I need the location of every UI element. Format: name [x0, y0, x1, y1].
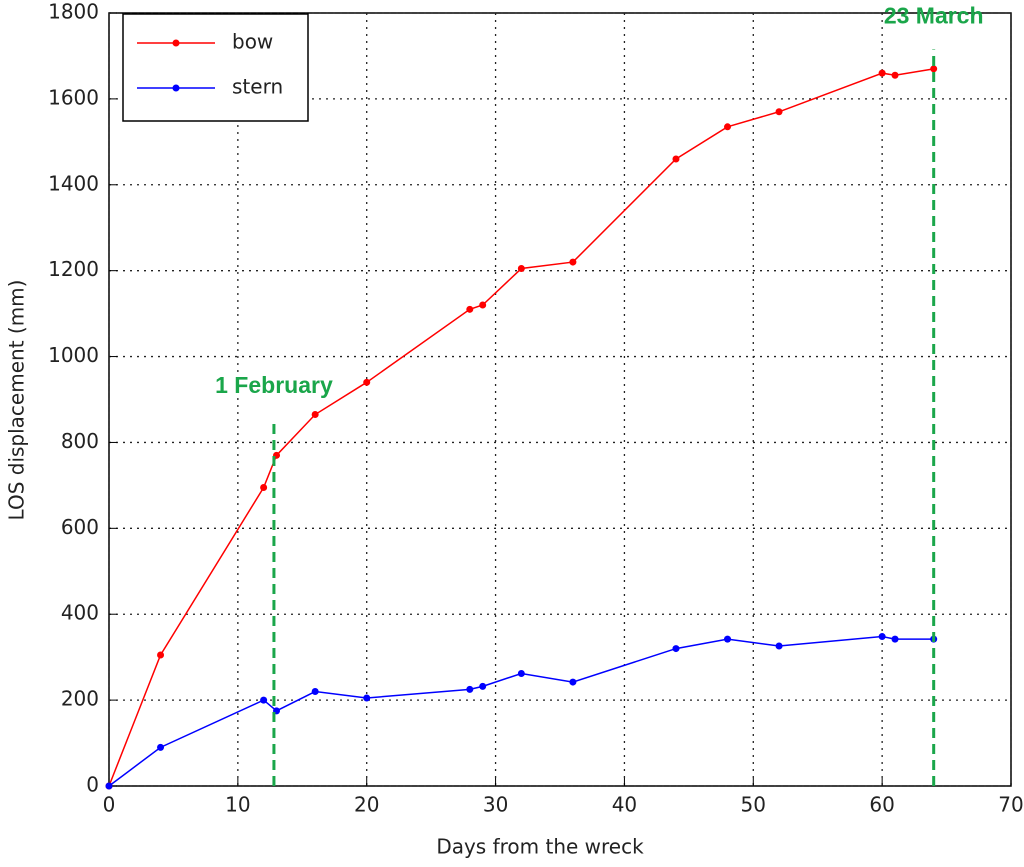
x-tick-label: 10: [225, 793, 250, 817]
y-axis-label: LOS displacement (mm): [5, 280, 29, 521]
plot-frame: [108, 12, 1012, 787]
x-tick-label: 0: [103, 793, 116, 817]
data-point: [672, 155, 680, 163]
x-axis-label: Days from the wreck: [436, 835, 644, 859]
x-tick-label: 20: [354, 793, 379, 817]
data-point: [157, 743, 165, 751]
data-point: [260, 484, 268, 492]
x-tick-label: 30: [483, 793, 508, 817]
legend-label: bow: [232, 30, 273, 54]
y-tick-label: 800: [61, 429, 99, 453]
data-point: [466, 685, 474, 693]
data-point: [363, 378, 371, 386]
data-point: [724, 635, 732, 643]
annotation-label: 23 March: [884, 3, 984, 29]
x-tick-label: 60: [869, 793, 894, 817]
data-point: [672, 645, 680, 653]
data-point: [260, 696, 268, 704]
series-line: [108, 635, 934, 787]
legend-label: stern: [232, 75, 283, 99]
x-tick-label: 70: [998, 793, 1023, 817]
data-point: [724, 123, 732, 131]
data-point: [479, 682, 487, 690]
data-point: [479, 301, 487, 309]
y-tick-label: 1600: [48, 85, 99, 109]
y-tick-label: 600: [61, 515, 99, 539]
data-point: [891, 635, 899, 643]
annotation-label: 1 February: [215, 372, 333, 398]
y-tick-label: 1400: [48, 171, 99, 195]
y-tick-label: 400: [61, 601, 99, 625]
data-point: [775, 108, 783, 116]
x-tick-label: 40: [612, 793, 637, 817]
data-point: [311, 688, 319, 696]
y-tick-label: 1000: [48, 343, 99, 367]
data-point: [157, 651, 165, 659]
y-tick-label: 0: [86, 773, 99, 797]
legend-marker: [172, 84, 180, 92]
x-tick-label: 50: [741, 793, 766, 817]
data-point: [569, 678, 577, 686]
data-point: [569, 258, 577, 266]
data-point: [891, 71, 899, 79]
y-tick-label: 1200: [48, 257, 99, 281]
data-point: [363, 694, 371, 702]
y-tick-label: 1800: [48, 0, 99, 24]
series-line: [108, 68, 934, 787]
data-point: [775, 642, 783, 650]
data-point: [930, 65, 938, 73]
data-point: [105, 782, 113, 790]
y-tick-label: 200: [61, 687, 99, 711]
data-point: [878, 69, 886, 77]
legend-box: [122, 13, 309, 122]
legend-marker: [172, 39, 180, 47]
data-point: [517, 265, 525, 273]
data-point: [517, 669, 525, 677]
data-point: [311, 411, 319, 419]
data-point: [466, 305, 474, 313]
data-point: [878, 633, 886, 641]
